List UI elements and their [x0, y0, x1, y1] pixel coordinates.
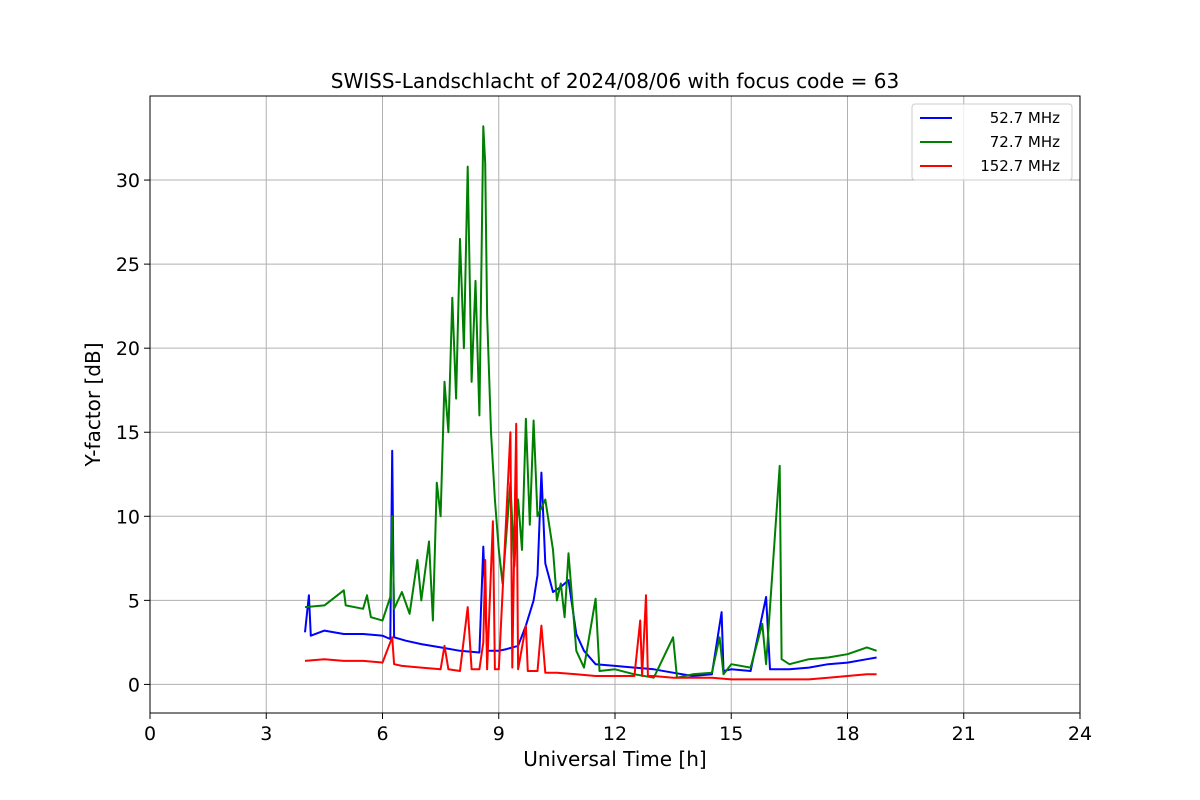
y-tick-label: 25 — [116, 254, 140, 276]
legend-box — [911, 103, 1073, 181]
y-tick-label: 30 — [116, 170, 140, 192]
legend-label: 52.7 MHz — [990, 109, 1060, 127]
x-tick-label: 3 — [260, 723, 272, 745]
x-tick-label: 15 — [719, 723, 743, 745]
y-tick-label: 10 — [116, 506, 140, 528]
x-tick-label: 18 — [835, 723, 859, 745]
y-tick-label: 15 — [116, 422, 140, 444]
chart-title: SWISS-Landschlacht of 2024/08/06 with fo… — [331, 69, 899, 93]
grid-lines — [149, 96, 1081, 713]
x-tick-label: 0 — [144, 723, 156, 745]
legend: 52.7 MHz 72.7 MHz 152.7 MHz — [911, 103, 1073, 181]
x-tick-label: 9 — [493, 723, 505, 745]
y-tick-label: 20 — [116, 338, 140, 360]
series-line-152-7-mhz — [304, 422, 877, 681]
x-axis-label: Universal Time [h] — [523, 747, 706, 771]
legend-label: 152.7 MHz — [980, 157, 1060, 175]
x-tick-label: 24 — [1068, 723, 1092, 745]
y-axis-label: Y-factor [dB] — [81, 342, 105, 467]
x-tick-label: 12 — [603, 723, 627, 745]
y-tick-label: 5 — [128, 590, 140, 612]
series-line-72-7-mhz — [304, 125, 877, 679]
x-tick-label: 21 — [952, 723, 976, 745]
axis-ticks: 0 3 6 9 12 15 18 21 24 0 5 10 15 20 25 30 — [116, 170, 1092, 745]
x-tick-label: 6 — [376, 723, 388, 745]
series-line-52-7-mhz — [304, 449, 877, 677]
y-tick-label: 0 — [128, 674, 140, 696]
series-lines — [304, 125, 877, 681]
legend-label: 72.7 MHz — [990, 133, 1060, 151]
